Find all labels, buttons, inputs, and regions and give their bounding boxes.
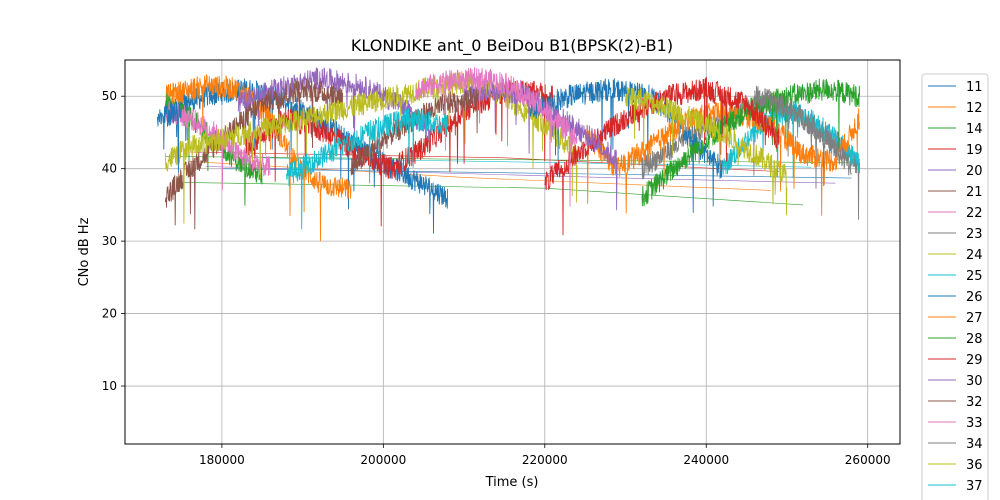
legend-label-32: 32 [966,395,983,410]
series-line-26 [528,78,723,213]
legend-label-25: 25 [966,269,983,284]
connector-line [181,182,804,206]
x-tick-label: 240000 [683,453,729,467]
series-line-28 [641,78,861,207]
legend-label-33: 33 [966,416,983,431]
series-line-21 [164,78,344,230]
legend-label-36: 36 [966,458,983,473]
legend-label-27: 27 [966,311,983,326]
legend: 11 12 14 19 20 21 22 23 24 25 26 27 28 29 30 32 33 34 36 37… [921,73,989,500]
chart-title: KLONDIKE ant_0 BeiDou B1(BPSK(2)-B1) [351,36,673,56]
legend-label-30: 30 [966,374,983,389]
series-group [156,67,861,242]
legend-label-24: 24 [966,248,983,263]
y-tick-label: 10 [102,379,117,393]
y-tick-label: 30 [102,234,117,248]
x-tick-label: 200000 [360,453,406,467]
y-tick-label: 40 [102,162,117,176]
legend-label-34: 34 [966,437,983,452]
series-line-32 [350,87,481,176]
legend-label-29: 29 [966,353,983,368]
axes: 180000 200000 220000 240000 260000 10 20 30 40 50 [102,89,891,467]
legend-label-20: 20 [966,164,983,179]
legend-label-19: 19 [966,143,983,158]
series-line-36 [625,86,788,216]
legend-label-28: 28 [966,332,983,347]
x-tick-label: 260000 [845,453,891,467]
legend-label-21: 21 [966,185,983,200]
legend-label-12: 12 [966,101,983,116]
y-tick-label: 50 [102,89,117,103]
series-line-33 [415,67,578,207]
legend-label-11: 11 [966,80,983,95]
legend-label-14: 14 [966,122,983,137]
legend-frame [921,73,989,500]
series-line-34 [754,85,852,187]
x-axis-label: Time (s) [485,475,539,490]
x-tick-label: 220000 [522,453,568,467]
x-tick-label: 180000 [199,453,245,467]
y-tick-label: 20 [102,307,117,321]
series-line-24 [164,71,578,224]
connector-line [189,161,771,191]
connector-line [165,156,860,164]
series-line-37 [286,107,449,230]
legend-label-22: 22 [966,206,983,221]
legend-label-37: 37 [966,479,983,494]
legend-label-23: 23 [966,227,983,242]
legend-label-26: 26 [966,290,983,305]
series-line-30 [463,80,618,211]
y-axis-label: CNo dB Hz [77,217,92,286]
series-line-41 [156,101,182,174]
plot-area-frame [124,59,901,445]
